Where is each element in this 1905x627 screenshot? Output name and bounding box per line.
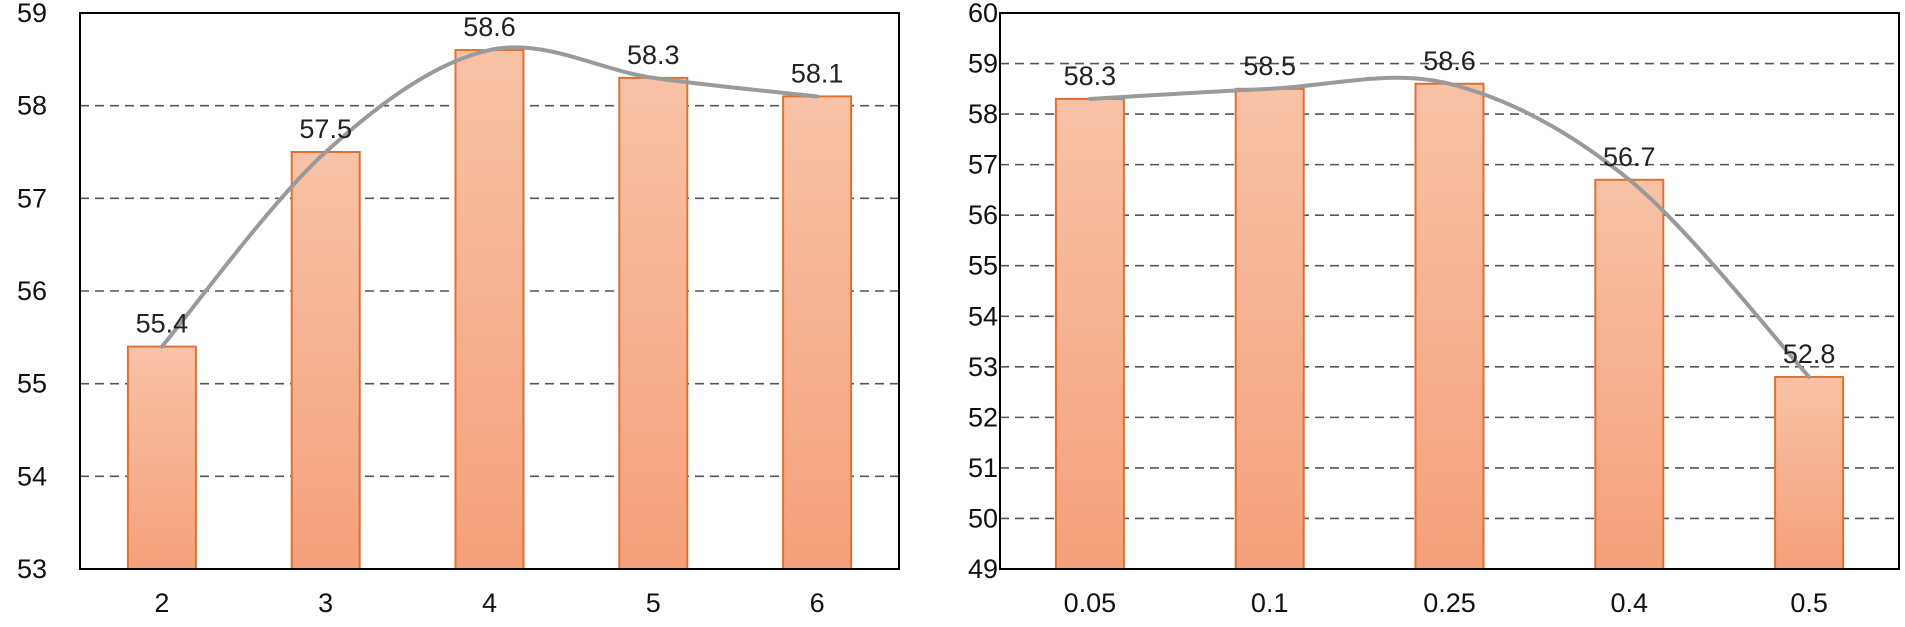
right-y-tick-label: 57: [968, 150, 998, 180]
right-bar-0.5: [1774, 375, 1845, 570]
right-plot-frame: [999, 12, 1900, 570]
left-bar-4: [454, 49, 525, 571]
left-data-label: 58.1: [791, 58, 844, 88]
right-bar-0.05: [1054, 97, 1125, 570]
left-data-label: 57.5: [299, 114, 352, 144]
left-x-tick-label: 2: [154, 588, 169, 618]
right-x-tick-label: 0.25: [1423, 588, 1476, 618]
right-x-tick-label: 0.5: [1790, 588, 1828, 618]
left-x-tick-label: 3: [318, 588, 333, 618]
right-data-label: 58.6: [1423, 46, 1476, 76]
chart-right: 58.3 58.5 58.6 56.7 52.8 49 50 51 52 53 54 55 56 57 58…: [968, 0, 1900, 618]
left-y-tick-label: 55: [17, 369, 47, 399]
right-bar-0.4: [1594, 178, 1665, 571]
right-y-tick-label: 55: [968, 251, 998, 281]
right-y-tick-label: 51: [968, 453, 998, 483]
right-y-tick-label: 59: [968, 49, 998, 79]
right-x-tick-label: 0.4: [1611, 588, 1649, 618]
left-plot-frame: [79, 12, 900, 570]
left-data-label: 58.3: [627, 40, 680, 70]
left-y-tick-label: 56: [17, 276, 47, 306]
right-bar-0.25: [1414, 82, 1485, 570]
right-data-label: 52.8: [1783, 339, 1836, 369]
right-y-tick-label: 49: [968, 554, 998, 584]
right-y-tick-label: 58: [968, 99, 998, 129]
left-x-tick-label: 5: [646, 588, 661, 618]
right-y-tick-label: 56: [968, 200, 998, 230]
left-y-tick-label: 59: [17, 0, 47, 28]
left-y-tick-label: 53: [17, 554, 47, 584]
left-y-tick-label: 57: [17, 183, 47, 213]
left-y-tick-label: 58: [17, 91, 47, 121]
right-data-label: 56.7: [1603, 142, 1656, 172]
right-y-tick-label: 52: [968, 402, 998, 432]
left-x-tick-label: 4: [482, 588, 497, 618]
left-bar-5: [618, 76, 689, 570]
left-data-label: 58.6: [463, 12, 516, 42]
left-bar-6: [782, 95, 853, 571]
left-x-tick-label: 6: [810, 588, 825, 618]
left-data-label: 55.4: [136, 309, 189, 339]
left-y-tick-label: 54: [17, 461, 47, 491]
left-trend-line: [159, 45, 820, 349]
right-bar-0.1: [1234, 87, 1305, 571]
right-data-label: 58.3: [1064, 61, 1117, 91]
left-bar-2: [126, 345, 197, 570]
right-trend-line: [1087, 75, 1812, 379]
right-y-tick-label: 54: [968, 301, 998, 331]
right-data-label: 58.5: [1243, 51, 1296, 81]
left-bar-3: [290, 151, 361, 570]
right-x-tick-label: 0.05: [1064, 588, 1117, 618]
right-y-tick-label: 53: [968, 352, 998, 382]
right-x-tick-label: 0.1: [1251, 588, 1289, 618]
right-y-tick-label: 50: [968, 503, 998, 533]
right-y-tick-label: 60: [968, 0, 998, 28]
